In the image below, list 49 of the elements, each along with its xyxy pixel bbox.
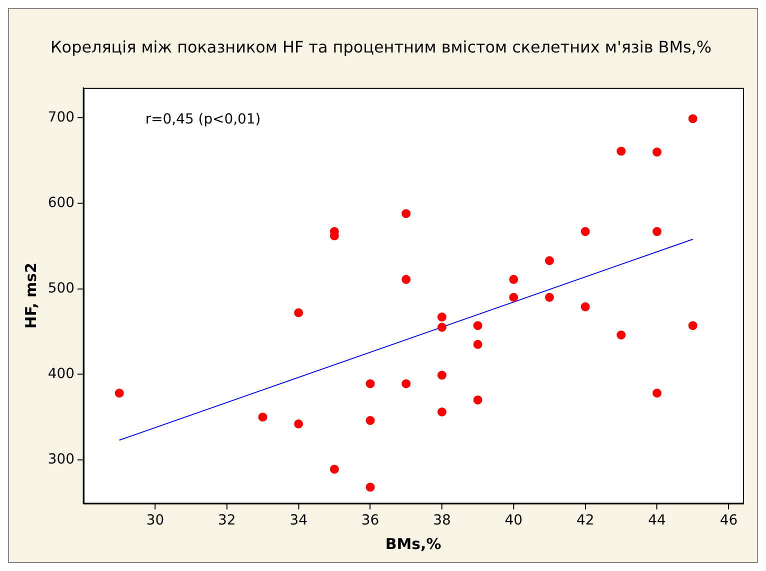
point: [616, 146, 626, 156]
point: [688, 114, 698, 124]
point: [437, 370, 446, 380]
point: [652, 148, 662, 157]
point: [366, 379, 375, 388]
point: [437, 407, 446, 416]
point: [437, 312, 446, 322]
point: [509, 274, 518, 284]
point: [294, 308, 304, 318]
point: [473, 340, 482, 349]
point: [580, 227, 590, 236]
point: [688, 321, 698, 330]
chart-title: Кореляція між показником HF та процентним вмістом скелетних м'язів BMs,%: [50, 38, 712, 57]
point: [402, 209, 411, 218]
x-tick-label: 30: [146, 512, 164, 528]
point: [616, 330, 626, 340]
point: [509, 292, 518, 302]
point: [258, 412, 268, 422]
x-tick-label: 36: [361, 512, 380, 528]
point: [402, 379, 411, 388]
point: [544, 256, 554, 266]
point: [366, 482, 375, 492]
point: [294, 419, 304, 428]
point: [437, 322, 446, 332]
x-tick-label: 40: [504, 512, 523, 528]
point: [330, 464, 339, 474]
x-tick-label: 42: [576, 512, 594, 528]
x-tick-label: 34: [290, 512, 308, 528]
x-axis-title: BMs,%: [385, 534, 442, 553]
point: [473, 321, 482, 330]
point: [114, 388, 124, 398]
point: [366, 416, 375, 425]
x-tick-label: 38: [433, 512, 451, 528]
point: [544, 292, 554, 302]
y-tick-label: 600: [48, 194, 75, 211]
y-tick-label: 500: [48, 280, 75, 296]
y-tick-label: 700: [48, 109, 75, 126]
x-tick-label: 44: [648, 512, 666, 528]
y-tick-label: 400: [48, 366, 75, 382]
point: [580, 302, 590, 312]
annotation: r=0,45 (p<0,01): [145, 111, 261, 128]
point: [652, 388, 662, 398]
point: [473, 395, 482, 404]
point: [402, 274, 411, 284]
x-tick-label: 46: [720, 512, 738, 528]
y-tick-label: 300: [48, 451, 75, 468]
point: [652, 227, 662, 236]
y-axis-title: HF, ms2: [22, 262, 40, 329]
x-tick-label: 32: [218, 512, 236, 528]
